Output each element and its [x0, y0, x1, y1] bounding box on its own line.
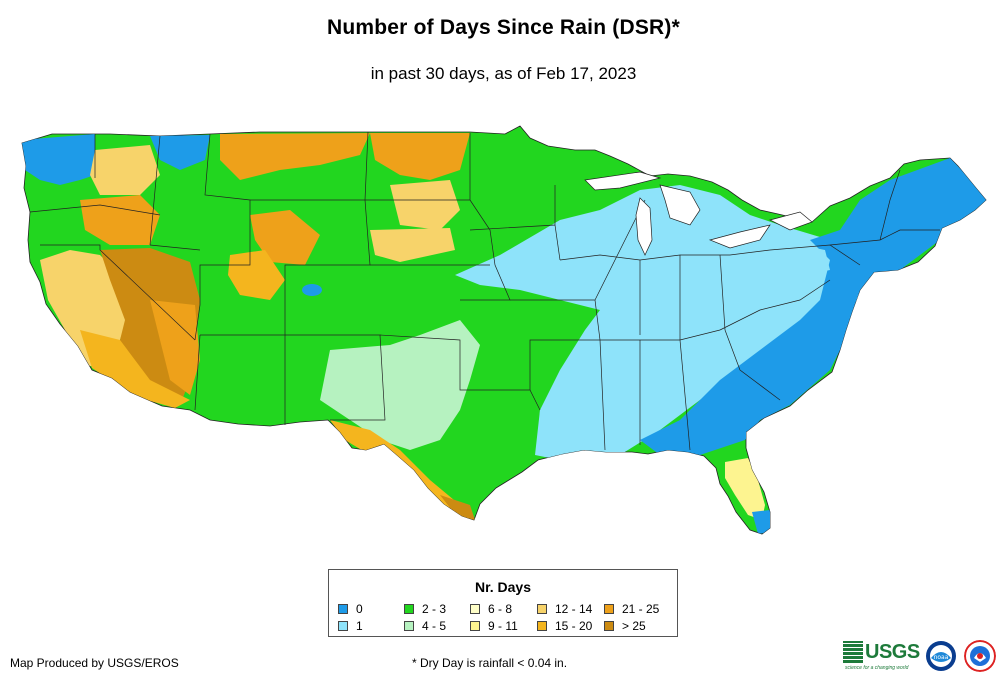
usgs-logo: USGS: [843, 641, 920, 663]
legend-label: 4 - 5: [422, 619, 447, 633]
legend-swatch: [404, 604, 414, 614]
region-west-15: [80, 330, 190, 408]
region-az-orange: [150, 300, 200, 395]
legend-swatch: [604, 604, 614, 614]
noaa-logo: noaa: [926, 641, 956, 671]
legend-swatch: [537, 604, 547, 614]
legend-swatch: [338, 604, 348, 614]
legend-item-4: 6 - 8: [470, 602, 512, 616]
region-nw-dry: [80, 195, 160, 245]
legend-label: 6 - 8: [488, 602, 513, 616]
legend-item-8: 21 - 25: [604, 602, 659, 616]
region-nd-orange: [370, 133, 470, 180]
dry-day-footnote: * Dry Day is rainfall < 0.04 in.: [412, 656, 568, 670]
region-montana-orange: [220, 133, 370, 180]
region-ut-orange: [228, 250, 285, 300]
legend-label: 2 - 3: [422, 602, 447, 616]
legend-swatch: [404, 621, 414, 631]
usgs-logo-text: USGS: [865, 641, 920, 663]
legend-item-6: 12 - 14: [537, 602, 592, 616]
us-dsr-map: [21, 125, 987, 535]
great-lakes: [584, 171, 813, 256]
noaa-logo-text: noaa: [934, 654, 949, 661]
legend-item-3: 4 - 5: [404, 619, 446, 633]
usgs-wave-icon: [843, 641, 863, 663]
region-0day-pnw: [22, 134, 95, 185]
region-florida-0: [752, 510, 770, 534]
map-subtitle: in past 30 days, as of Feb 17, 2023: [370, 64, 637, 83]
legend-swatch: [470, 621, 480, 631]
legend-swatch: [604, 621, 614, 631]
region-wy-orange: [250, 210, 320, 265]
legend-label: 1: [356, 619, 363, 633]
legend-swatch: [338, 621, 348, 631]
legend-label: 15 - 20: [555, 619, 593, 633]
region-sd-yellow: [390, 180, 460, 230]
legend-label: 9 - 11: [488, 619, 518, 633]
legend-label: 12 - 14: [555, 602, 593, 616]
region-nw-yellow: [90, 145, 160, 195]
nws-logo: [964, 640, 996, 672]
legend-item-0: 0: [338, 602, 363, 616]
region-plains-1: [538, 400, 600, 455]
legend-label: > 25: [622, 619, 646, 633]
map-credit: Map Produced by USGS/EROS: [10, 656, 179, 670]
legend-box: Nr. Days 0 1 2 - 3 4 - 5 6 - 8 9 - 11 12…: [328, 569, 678, 637]
legend-swatch: [537, 621, 547, 631]
region-1day-east: [455, 185, 860, 460]
legend-label: 0: [356, 602, 363, 616]
usgs-tagline: science for a changing world: [845, 665, 909, 671]
legend-item-1: 1: [338, 619, 363, 633]
legend-item-9: > 25: [604, 619, 646, 633]
great-salt-lake: [302, 284, 322, 296]
legend-swatch: [470, 604, 480, 614]
state-borders: [29, 131, 940, 451]
region-tx-25: [440, 495, 475, 520]
legend-item-5: 9 - 11: [470, 619, 518, 633]
region-tx-45: [320, 320, 480, 450]
region-1day-ny: [770, 245, 830, 275]
region-ne-yellow: [370, 228, 455, 262]
legend-item-7: 15 - 20: [537, 619, 592, 633]
legend-title: Nr. Days: [474, 579, 532, 595]
legend-label: 21 - 25: [622, 602, 660, 616]
region-0day-idaho: [150, 135, 210, 170]
legend-item-2: 2 - 3: [404, 602, 446, 616]
region-0day-east: [640, 158, 986, 455]
map-title: Number of Days Since Rain (DSR)*: [327, 16, 680, 39]
